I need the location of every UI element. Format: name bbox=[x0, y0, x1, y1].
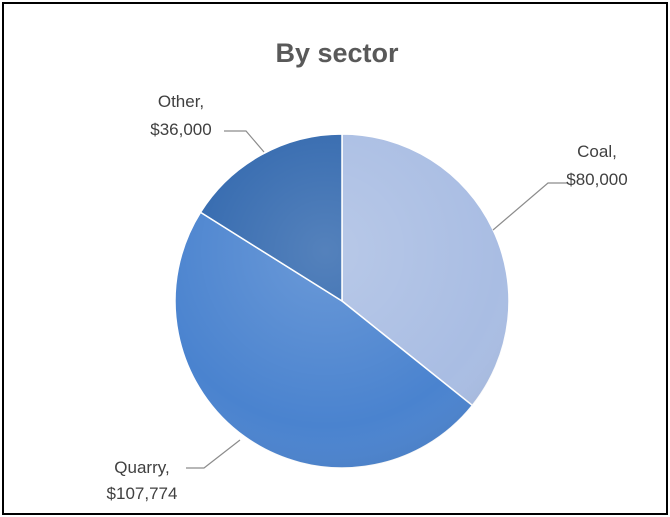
data-label-name-quarry: Quarry, bbox=[114, 458, 169, 477]
data-label-value-other: $36,000 bbox=[150, 120, 211, 139]
leader-line-other bbox=[224, 130, 265, 153]
data-label-name-coal: Coal, bbox=[577, 142, 617, 161]
data-label-value-coal: $80,000 bbox=[566, 170, 627, 189]
leader-line-coal bbox=[492, 182, 568, 231]
chart-title: By sector bbox=[275, 38, 399, 68]
data-label-value-quarry: $107,774 bbox=[107, 484, 178, 503]
data-label-name-other: Other, bbox=[158, 92, 204, 111]
leader-line-quarry bbox=[186, 439, 241, 469]
